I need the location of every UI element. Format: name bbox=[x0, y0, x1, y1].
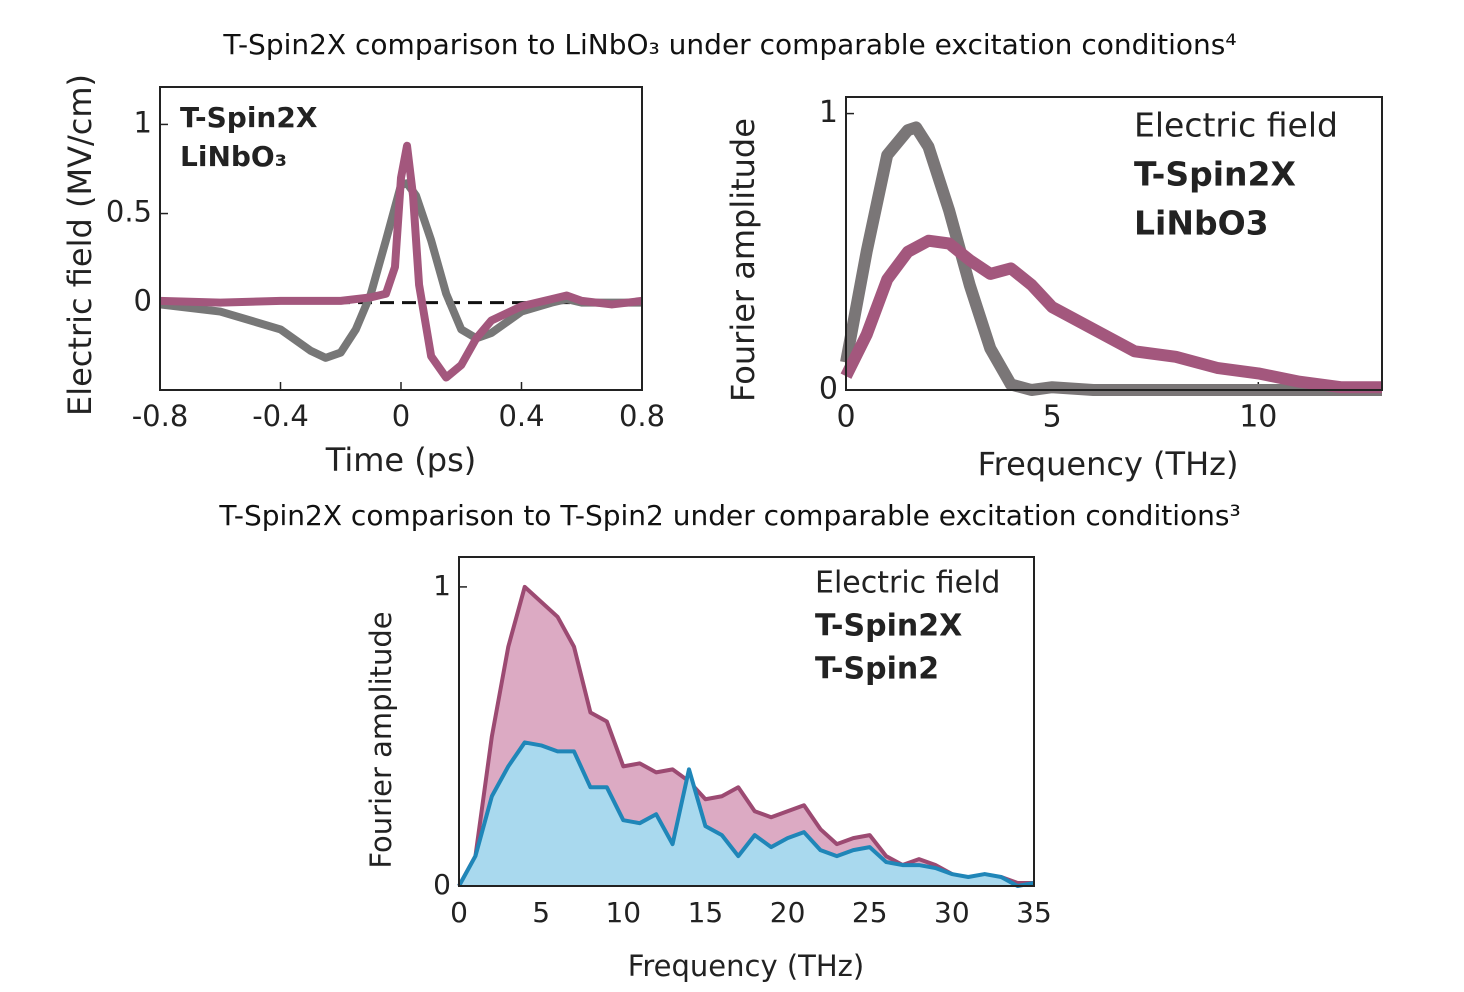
legend-entry: T-Spin2X bbox=[815, 609, 962, 644]
x-tick-label: 35 bbox=[1016, 896, 1052, 929]
x-tick-label: 25 bbox=[852, 896, 888, 929]
y-tick-label: 0 bbox=[433, 868, 451, 901]
area-fill bbox=[459, 742, 1034, 886]
x-tick-label: 5 bbox=[532, 896, 550, 929]
x-tick-label: 15 bbox=[688, 896, 724, 929]
legend-entry: T-Spin2X bbox=[1134, 155, 1296, 194]
data-line bbox=[840, 121, 1382, 396]
x-tick-label: 0 bbox=[836, 400, 855, 435]
y-axis-label: Fourier amplitude bbox=[724, 118, 762, 402]
legend-entry: T-Spin2X bbox=[180, 101, 318, 134]
x-tick-label: 20 bbox=[770, 896, 806, 929]
x-tick-label: 10 bbox=[605, 896, 641, 929]
plot-frame bbox=[845, 96, 1383, 391]
data-line bbox=[840, 234, 1382, 394]
y-tick-label: 0 bbox=[134, 284, 152, 318]
legend-title: Electric field bbox=[1134, 106, 1338, 145]
x-axis-label: Frequency (THz) bbox=[628, 949, 864, 983]
data-line bbox=[457, 740, 1035, 888]
x-tick-label: -0.4 bbox=[252, 399, 309, 433]
plot-frame bbox=[458, 556, 1035, 887]
legend-title: Electric field bbox=[815, 566, 1000, 601]
legend-entry: LiNbO3 bbox=[1134, 204, 1269, 243]
x-tick-label: 0.4 bbox=[498, 399, 544, 433]
legend-entry: LiNbO₃ bbox=[180, 140, 287, 173]
data-line bbox=[457, 584, 1034, 887]
y-tick-label: 1 bbox=[433, 569, 451, 602]
x-axis-label: Frequency (THz) bbox=[978, 445, 1239, 483]
y-axis-label: Electric field (MV/cm) bbox=[61, 74, 99, 416]
y-tick-label: 0.5 bbox=[106, 195, 152, 229]
y-tick-label: 1 bbox=[134, 105, 152, 139]
data-line bbox=[159, 141, 643, 382]
x-tick-label: 30 bbox=[934, 896, 970, 929]
y-axis-label: Fourier amplitude bbox=[364, 611, 398, 868]
caption: T-Spin2X comparison to LiNbO₃ under comp… bbox=[222, 28, 1236, 61]
plot-frame bbox=[159, 86, 643, 391]
x-axis-label: Time (ps) bbox=[325, 441, 476, 479]
x-tick-label: 10 bbox=[1239, 400, 1277, 435]
legend-entry: T-Spin2 bbox=[815, 652, 939, 687]
x-tick-label: 0 bbox=[450, 896, 468, 929]
x-tick-label: 0 bbox=[392, 399, 410, 433]
y-tick-label: 0 bbox=[819, 372, 838, 407]
x-tick-label: 0.8 bbox=[619, 399, 665, 433]
caption: T-Spin2X comparison to T-Spin2 under com… bbox=[218, 499, 1240, 532]
x-tick-label: 5 bbox=[1043, 400, 1062, 435]
y-tick-label: 1 bbox=[819, 95, 838, 130]
x-tick-label: -0.8 bbox=[132, 399, 189, 433]
